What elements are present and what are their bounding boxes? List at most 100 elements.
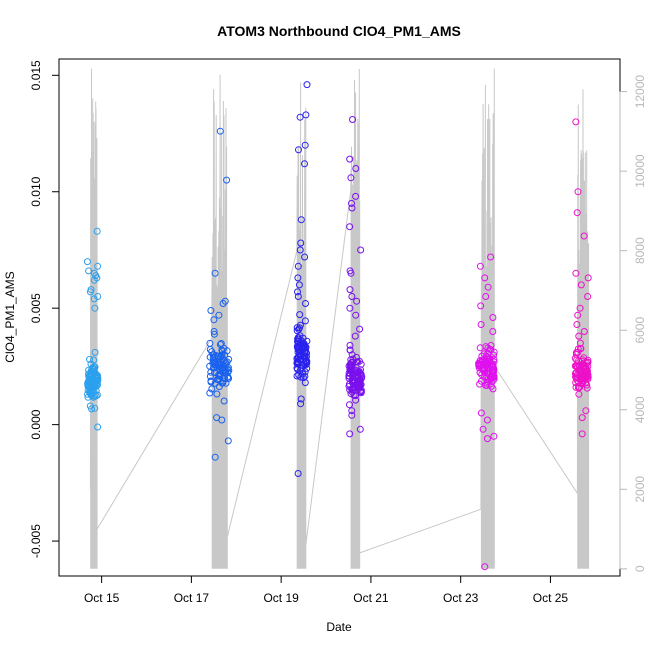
data-point	[578, 414, 586, 422]
data-point	[482, 381, 490, 389]
y2-tick-label: 4000	[633, 396, 647, 423]
chart-title: ATOM3 Northbound ClO4_PM1_AMS	[217, 23, 461, 39]
data-point	[211, 369, 219, 377]
data-point	[293, 372, 301, 380]
data-point	[302, 300, 309, 307]
data-point	[207, 378, 215, 386]
data-point	[294, 288, 301, 296]
data-point	[84, 390, 91, 398]
data-point	[484, 375, 492, 383]
data-point	[346, 430, 354, 438]
data-point	[577, 345, 584, 352]
data-point	[584, 293, 592, 300]
y2-tick-label: 8000	[633, 237, 647, 264]
data-point	[352, 165, 360, 172]
data-point	[347, 356, 355, 364]
data-point	[90, 276, 98, 284]
data-point	[346, 386, 354, 394]
data-point	[346, 346, 354, 354]
data-point	[215, 371, 223, 379]
y-tick-label: 0.005	[29, 293, 43, 323]
data-point	[487, 342, 495, 349]
data-point	[348, 204, 356, 212]
series-4	[345, 116, 366, 438]
data-point	[353, 358, 361, 366]
data-point	[477, 321, 485, 328]
data-point	[91, 348, 99, 356]
x-axis-label: Date	[326, 620, 352, 634]
data-point	[297, 341, 305, 349]
y-axis-right: 0 2000 4000 6000 8000 10000 12000	[619, 75, 647, 572]
data-point	[86, 355, 93, 363]
plot-frame	[58, 58, 621, 577]
data-point	[350, 391, 358, 399]
data-point	[301, 141, 309, 149]
data-point	[577, 281, 585, 289]
data-point	[223, 176, 231, 184]
y2-tick-label: 0	[633, 565, 647, 572]
y2-tick-label: 2000	[633, 476, 647, 503]
x-tick-label: Oct 15	[84, 591, 120, 605]
data-point	[356, 425, 364, 433]
data-point	[580, 232, 588, 240]
data-point	[352, 192, 360, 200]
data-point	[297, 395, 305, 403]
data-point	[225, 367, 233, 375]
data-point	[211, 453, 219, 461]
data-point	[211, 269, 219, 277]
data-point	[578, 430, 586, 438]
data-point	[210, 351, 218, 359]
data-point	[348, 411, 356, 419]
data-point	[85, 267, 93, 275]
data-point	[481, 274, 489, 282]
data-point	[210, 328, 218, 335]
data-point	[574, 311, 582, 319]
data-point	[92, 387, 100, 395]
data-point	[294, 274, 302, 282]
data-point	[573, 209, 581, 217]
data-point	[94, 293, 102, 300]
data-point	[302, 111, 310, 119]
data-point	[297, 400, 305, 408]
data-point	[582, 375, 590, 383]
data-point	[573, 356, 581, 364]
x-tick-label: Oct 17	[174, 591, 210, 605]
data-point	[345, 382, 353, 390]
data-point	[476, 344, 484, 352]
series-3	[293, 81, 311, 477]
data-point	[481, 563, 489, 571]
data-point	[218, 346, 226, 354]
data-point	[346, 223, 354, 231]
data-point	[214, 352, 221, 360]
y-tick-label: 0.015	[29, 60, 43, 90]
data-point	[206, 339, 214, 347]
data-point	[346, 286, 354, 294]
data-point	[353, 369, 361, 377]
data-point	[483, 435, 491, 443]
data-point	[221, 297, 229, 305]
y2-tick-label: 10000	[633, 154, 647, 188]
data-point	[483, 416, 491, 424]
data-point	[210, 316, 218, 324]
data-point	[574, 188, 582, 196]
data-point	[294, 470, 302, 477]
data-point	[351, 332, 359, 340]
data-point	[477, 409, 485, 417]
x-axis: Oct 15 Oct 17 Oct 19 Oct 21 Oct 23 Oct 25	[84, 575, 568, 605]
data-point	[349, 386, 357, 394]
data-point	[353, 297, 361, 305]
y2-tick-label: 6000	[633, 317, 647, 344]
data-point	[296, 356, 304, 364]
x-tick-label: Oct 23	[443, 591, 479, 605]
data-point	[296, 367, 304, 375]
data-point	[584, 274, 592, 282]
series-2	[206, 127, 233, 461]
data-point	[224, 375, 232, 382]
data-point	[580, 354, 588, 362]
data-point	[207, 307, 215, 314]
data-point	[572, 269, 580, 277]
data-point	[575, 383, 582, 391]
data-point	[478, 352, 486, 360]
data-point	[210, 360, 218, 368]
